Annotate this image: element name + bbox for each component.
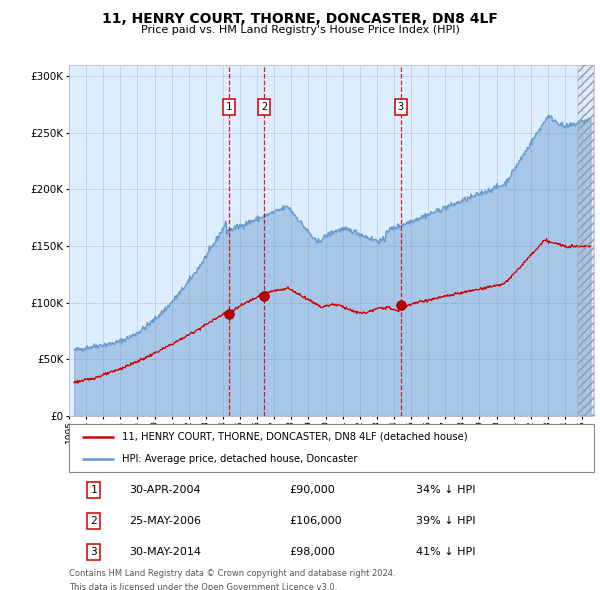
Text: 30-APR-2004: 30-APR-2004: [130, 486, 201, 495]
Text: 2: 2: [261, 102, 267, 112]
Text: 25-MAY-2006: 25-MAY-2006: [130, 516, 202, 526]
Text: £98,000: £98,000: [290, 547, 335, 556]
Text: 1: 1: [90, 486, 97, 495]
Text: 39% ↓ HPI: 39% ↓ HPI: [415, 516, 475, 526]
Text: 3: 3: [90, 547, 97, 556]
Text: 30-MAY-2014: 30-MAY-2014: [130, 547, 202, 556]
Text: Price paid vs. HM Land Registry's House Price Index (HPI): Price paid vs. HM Land Registry's House …: [140, 25, 460, 35]
Text: £90,000: £90,000: [290, 486, 335, 495]
Text: 2: 2: [90, 516, 97, 526]
Text: 1: 1: [226, 102, 232, 112]
Text: 11, HENRY COURT, THORNE, DONCASTER, DN8 4LF (detached house): 11, HENRY COURT, THORNE, DONCASTER, DN8 …: [121, 432, 467, 442]
Text: 11, HENRY COURT, THORNE, DONCASTER, DN8 4LF: 11, HENRY COURT, THORNE, DONCASTER, DN8 …: [102, 12, 498, 26]
Text: Contains HM Land Registry data © Crown copyright and database right 2024.: Contains HM Land Registry data © Crown c…: [69, 569, 395, 578]
Text: 34% ↓ HPI: 34% ↓ HPI: [415, 486, 475, 495]
Text: £106,000: £106,000: [290, 516, 342, 526]
Text: HPI: Average price, detached house, Doncaster: HPI: Average price, detached house, Donc…: [121, 454, 357, 464]
Text: 41% ↓ HPI: 41% ↓ HPI: [415, 547, 475, 556]
FancyBboxPatch shape: [69, 424, 594, 472]
Text: 3: 3: [398, 102, 404, 112]
Text: This data is licensed under the Open Government Licence v3.0.: This data is licensed under the Open Gov…: [69, 583, 337, 590]
